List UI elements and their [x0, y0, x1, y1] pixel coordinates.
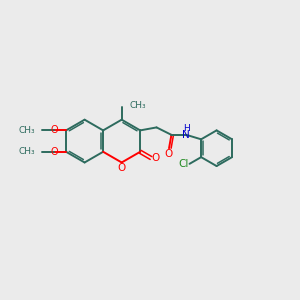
Text: N: N	[182, 130, 190, 140]
Text: CH₃: CH₃	[19, 147, 35, 156]
Text: CH₃: CH₃	[130, 101, 147, 110]
Text: CH₃: CH₃	[19, 126, 35, 135]
Text: Cl: Cl	[179, 159, 189, 169]
Text: O: O	[50, 147, 58, 157]
Text: O: O	[151, 153, 159, 163]
Text: O: O	[164, 148, 172, 159]
Text: H: H	[183, 124, 190, 133]
Text: O: O	[118, 163, 126, 173]
Text: O: O	[50, 125, 58, 135]
